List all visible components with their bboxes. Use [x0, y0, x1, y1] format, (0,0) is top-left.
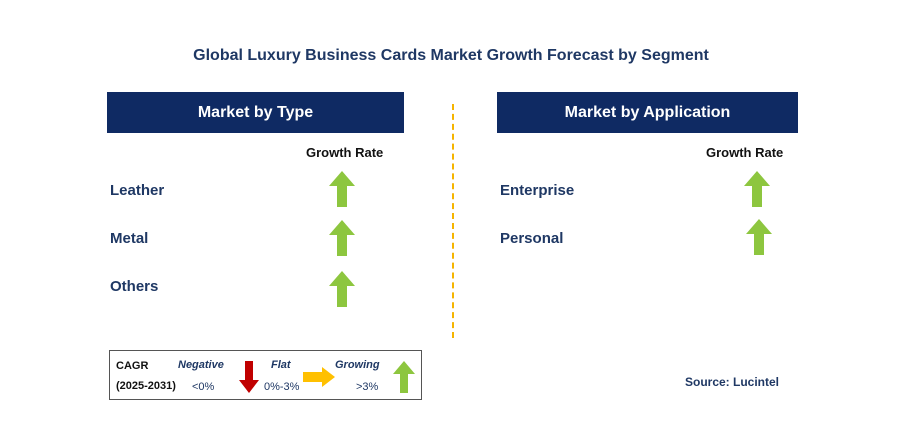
row-label-others: Others	[110, 278, 159, 295]
legend-negative-value: <0%	[192, 381, 215, 393]
up-arrow-icon	[329, 220, 355, 256]
legend-period: (2025-2031)	[116, 380, 176, 392]
legend-growing-value: >3%	[356, 381, 379, 393]
up-arrow-icon	[329, 271, 355, 307]
row-label-metal: Metal	[110, 230, 149, 247]
down-arrow-icon	[239, 361, 259, 393]
up-arrow-icon	[744, 171, 770, 207]
legend-growing-label: Growing	[335, 359, 380, 371]
up-arrow-icon	[393, 361, 415, 393]
panel-divider	[452, 104, 454, 338]
up-arrow-icon	[329, 171, 355, 207]
right-arrow-icon	[303, 367, 335, 387]
up-arrow-icon	[746, 219, 772, 255]
growth-rate-label-type: Growth Rate	[306, 145, 384, 160]
source-label: Source: Lucintel	[685, 375, 780, 389]
legend-negative-label: Negative	[178, 359, 224, 371]
chart-title: Global Luxury Business Cards Market Grow…	[193, 47, 709, 64]
panel-header-application: Market by Application	[497, 92, 798, 133]
legend-box	[109, 350, 422, 400]
legend-cagr: CAGR	[116, 360, 149, 372]
legend-flat-label: Flat	[271, 359, 291, 371]
growth-rate-label-application: Growth Rate	[706, 145, 784, 160]
row-label-enterprise: Enterprise	[500, 182, 575, 199]
row-label-personal: Personal	[500, 230, 564, 247]
legend-flat-value: 0%-3%	[264, 381, 300, 393]
row-label-leather: Leather	[110, 182, 165, 199]
panel-header-type: Market by Type	[107, 92, 404, 133]
